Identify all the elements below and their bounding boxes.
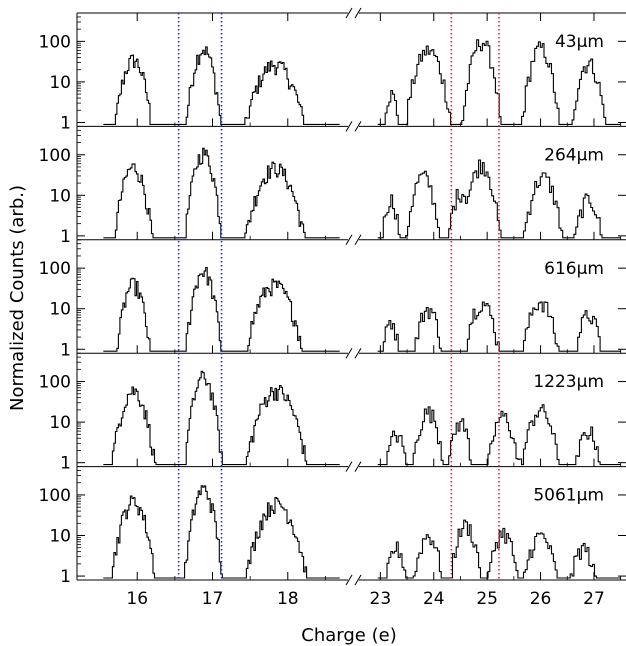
x-tick-label: 18 — [277, 589, 299, 609]
y-tick-label: 1 — [60, 567, 71, 587]
histogram-series-high — [377, 39, 621, 125]
y-tick-label: 10 — [49, 73, 71, 93]
y-tick-label: 100 — [39, 32, 71, 52]
histogram-series-low — [103, 46, 340, 125]
axis-break-mark — [354, 347, 362, 359]
panel-label: 616μm — [544, 259, 604, 279]
histogram-series-high — [377, 159, 621, 239]
y-tick-label: 1 — [60, 454, 71, 474]
x-tick-label: 26 — [530, 589, 552, 609]
panel-4: 1 10 100 1223μm — [39, 352, 626, 474]
y-tick-label: 100 — [39, 373, 71, 393]
axis-break-mark — [354, 461, 362, 472]
x-tick-label: 23 — [370, 589, 392, 609]
y-tick-label: 100 — [39, 486, 71, 506]
y-tick-label: 100 — [39, 146, 71, 166]
axis-break-mark — [345, 234, 353, 246]
panel-5: 1 10 100 5061μm — [39, 466, 626, 587]
panels-layer: 1 10 100 43μm 1 10 100 264μm 1 10 100 616μm 1 10 100 12… — [39, 7, 626, 587]
panel-3: 1 10 100 616μm — [39, 239, 626, 360]
x-axis: 16 17 18 23 24 25 26 27 — [126, 589, 604, 609]
y-tick-label: 1 — [60, 113, 71, 133]
y-tick-label: 10 — [49, 527, 71, 547]
panel-label: 264μm — [544, 145, 604, 165]
axis-break-mark — [354, 7, 362, 19]
x-axis-title: Charge (e) — [301, 625, 396, 646]
axis-break-mark — [354, 234, 362, 246]
axis-break-mark — [345, 574, 353, 586]
axis-break-mark — [354, 574, 362, 586]
y-tick-label: 1 — [60, 227, 71, 247]
histogram-series-low — [103, 370, 340, 466]
panel-1: 1 10 100 43μm — [39, 7, 626, 133]
x-tick-label: 16 — [126, 589, 148, 609]
y-tick-label: 1 — [60, 340, 71, 360]
axis-break-mark — [345, 7, 353, 19]
y-axis-title: Normalized Counts (arb.) — [7, 185, 28, 411]
histogram-series-low — [103, 485, 340, 579]
histogram-series-low — [103, 147, 340, 239]
axis-break-mark — [345, 347, 353, 359]
panel-label: 1223μm — [533, 372, 604, 392]
panel-label: 43μm — [555, 32, 604, 52]
histogram-series-high — [377, 519, 621, 579]
axis-break-mark — [345, 121, 353, 132]
axis-break-mark — [345, 461, 353, 472]
x-tick-label: 17 — [202, 589, 224, 609]
x-tick-label: 25 — [476, 589, 498, 609]
y-tick-label: 100 — [39, 259, 71, 279]
x-tick-label: 24 — [423, 589, 445, 609]
axis-break-mark — [354, 121, 362, 132]
y-tick-label: 10 — [49, 300, 71, 320]
y-tick-label: 10 — [49, 186, 71, 206]
histogram-series-high — [377, 301, 621, 352]
y-tick-label: 10 — [49, 413, 71, 433]
histogram-series-low — [103, 266, 340, 352]
panel-2: 1 10 100 264μm — [39, 126, 626, 247]
x-tick-label: 27 — [583, 589, 605, 609]
panel-label: 5061μm — [533, 486, 604, 506]
